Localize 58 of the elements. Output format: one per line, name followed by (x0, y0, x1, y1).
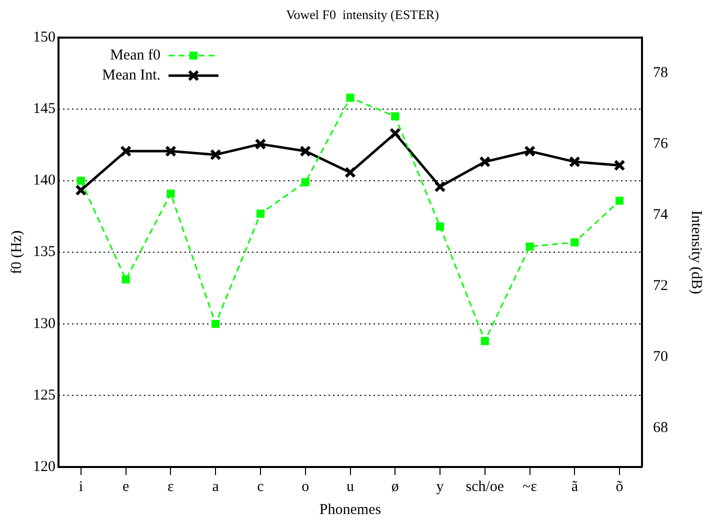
x-tick-label: i (78, 478, 84, 495)
legend-label: Mean f0 (110, 48, 160, 64)
y-tick-label: 130 (33, 316, 56, 332)
point (568, 156, 580, 168)
x-tick-label: c (257, 478, 264, 495)
point (434, 180, 446, 192)
x-tick-label: e (122, 478, 130, 495)
x-tick-label: ã (571, 478, 578, 495)
point (479, 156, 491, 168)
point (256, 210, 265, 218)
y-axis-title: f0 (Hz) (8, 230, 25, 274)
point (76, 176, 85, 185)
point (210, 148, 222, 160)
x-tick-label: ɛ (168, 478, 174, 495)
y-tick-label: 150 (33, 30, 56, 46)
point (436, 222, 444, 231)
chart-title: Vowel F0 intensity (ESTER) (286, 7, 439, 22)
point (301, 178, 310, 186)
point (164, 145, 176, 157)
x-tick-label: ~ɛ (522, 478, 537, 495)
y2-tick-label: 68 (653, 420, 668, 436)
point (391, 112, 400, 120)
y2-tick-label: 76 (653, 136, 668, 152)
y2-tick-label: 74 (653, 206, 668, 223)
point (480, 337, 489, 346)
x-tick-label: o (302, 478, 310, 495)
point (570, 238, 579, 246)
point (166, 190, 175, 198)
point (122, 275, 130, 284)
point (524, 145, 536, 157)
y-tick-label: 125 (33, 387, 56, 404)
point (300, 145, 312, 157)
x-tick-label: sch/oe (466, 478, 504, 495)
y-tick-label: 120 (33, 458, 56, 475)
point (344, 166, 356, 178)
y2-tick-label: 70 (653, 348, 668, 365)
legend-label: Mean Int. (102, 68, 160, 84)
x-axis-title: Phonemes (319, 502, 382, 518)
y-tick-label: 140 (33, 172, 56, 189)
point (75, 184, 87, 196)
point (614, 160, 626, 172)
y-tick-label: 135 (33, 244, 56, 260)
point (526, 242, 534, 251)
x-tick-label: u (346, 478, 354, 495)
y-tick-label: 145 (33, 101, 56, 118)
x-tick-label: õ (616, 478, 624, 495)
y2-axis-title: Intensity (dB) (688, 210, 704, 294)
x-tick-label: y (436, 478, 444, 495)
point (346, 94, 354, 102)
y2-tick-label: 72 (653, 278, 668, 294)
x-tick-label: a (212, 478, 220, 495)
point (254, 138, 266, 150)
point (212, 320, 220, 328)
point (120, 145, 132, 157)
point (616, 196, 624, 205)
x-tick-label: ø (391, 478, 399, 495)
point (389, 128, 401, 140)
y2-tick-label: 78 (653, 65, 668, 82)
